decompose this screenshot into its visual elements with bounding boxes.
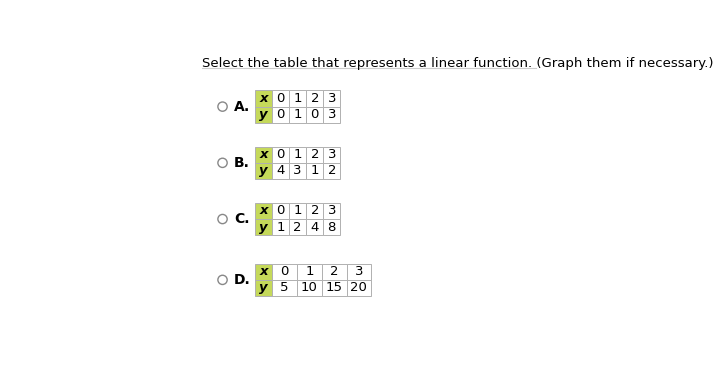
Bar [323,90,341,107]
Bar [306,90,323,107]
Bar [272,219,289,235]
Bar [346,280,372,296]
Text: 1: 1 [294,204,302,217]
Text: 0: 0 [276,148,285,161]
Text: 3: 3 [328,108,336,121]
Text: 0: 0 [276,204,285,217]
Text: 2: 2 [310,148,319,161]
Text: y: y [259,221,268,234]
Bar [323,163,341,179]
Text: 1: 1 [305,265,314,278]
Bar [255,203,272,219]
Text: 4: 4 [276,165,285,177]
Bar [297,264,322,280]
Bar [323,147,341,163]
Text: 10: 10 [301,281,318,294]
Text: 3: 3 [328,92,336,105]
Bar [289,107,306,123]
Text: 2: 2 [328,165,336,177]
Bar [272,163,289,179]
Text: A.: A. [234,100,251,114]
Text: x: x [259,265,268,278]
Text: 4: 4 [310,221,319,234]
Bar [272,203,289,219]
Text: y: y [259,281,268,294]
Bar [272,147,289,163]
Bar [289,90,306,107]
Text: x: x [259,204,268,217]
Bar [289,219,306,235]
Bar [289,203,306,219]
Text: 20: 20 [351,281,367,294]
Text: C.: C. [234,212,250,226]
Bar [255,107,272,123]
Text: 3: 3 [328,148,336,161]
Text: Select the table that represents a linear function. (Graph them if necessary.): Select the table that represents a linea… [202,57,714,70]
Text: 15: 15 [325,281,343,294]
Text: 1: 1 [294,148,302,161]
Text: 5: 5 [280,281,289,294]
Text: x: x [259,92,268,105]
Bar [255,219,272,235]
Text: 0: 0 [310,108,319,121]
Bar [323,219,341,235]
Bar [297,280,322,296]
Text: 3: 3 [355,265,363,278]
Bar [306,163,323,179]
Bar [272,107,289,123]
Bar [255,264,272,280]
Text: 3: 3 [328,204,336,217]
Bar [346,264,372,280]
Bar [272,280,297,296]
Text: 2: 2 [330,265,338,278]
Bar [255,280,272,296]
Text: 1: 1 [310,165,319,177]
Text: 1: 1 [294,92,302,105]
Bar [322,264,346,280]
Text: 2: 2 [310,204,319,217]
Text: D.: D. [234,273,251,287]
Text: x: x [259,148,268,161]
Bar [323,107,341,123]
Text: 1: 1 [294,108,302,121]
Bar [323,203,341,219]
Bar [306,147,323,163]
Bar [255,163,272,179]
Text: y: y [259,108,268,121]
Text: 0: 0 [276,92,285,105]
Bar [306,219,323,235]
Bar [306,203,323,219]
Bar [272,264,297,280]
Bar [255,147,272,163]
Text: 3: 3 [294,165,302,177]
Bar [272,90,289,107]
Bar [322,280,346,296]
Text: 0: 0 [280,265,289,278]
Text: B.: B. [234,156,250,170]
Bar [255,90,272,107]
Text: 2: 2 [310,92,319,105]
Bar [289,163,306,179]
Bar [306,107,323,123]
Text: y: y [259,165,268,177]
Text: 8: 8 [328,221,336,234]
Text: 1: 1 [276,221,285,234]
Text: 2: 2 [294,221,302,234]
Bar [289,147,306,163]
Text: 0: 0 [276,108,285,121]
